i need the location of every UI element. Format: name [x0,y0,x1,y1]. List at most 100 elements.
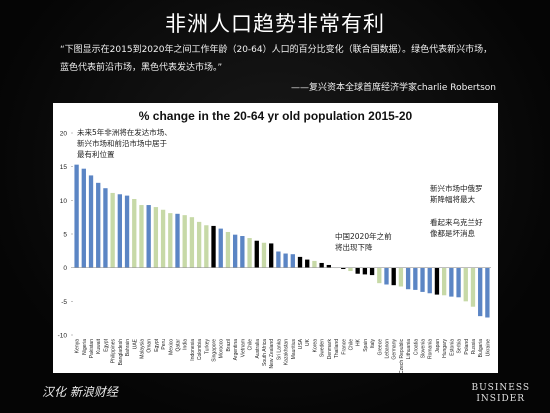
x-tick-label: France [341,339,347,355]
x-tick-label: Mauritius [291,339,297,360]
x-tick-label: Chile [248,339,254,351]
x-tick-label: Serbia [457,339,463,354]
x-tick-label: Czech Republic [399,339,405,373]
logo-line-2: INSIDER [476,394,526,404]
y-tick-label: -10 [58,333,68,340]
bar [470,267,476,307]
x-tick-label: UK [305,338,311,346]
bar [117,194,122,268]
slide-caption: “下图显示在2015到2020年之间工作年龄（20-64）人口的百分比变化（联合… [60,45,493,73]
bar [341,267,346,270]
x-tick-label: New Zealand [269,339,275,369]
x-tick-label: Italy [370,339,376,349]
bar [160,209,166,268]
bar [377,267,382,284]
bar [427,267,432,294]
bar [434,267,440,295]
bar [204,225,209,268]
x-tick-label: Vietnam [240,339,246,357]
x-tick-label: Singapore [212,339,218,362]
bar [110,192,115,268]
x-tick-label: HK [356,338,362,346]
bar [74,164,79,268]
bar [449,267,454,297]
x-tick-label: Turkey [204,339,210,355]
bar [182,215,187,268]
x-tick-label: Korea [312,339,318,353]
x-tick-label: Sri Lanka [276,339,282,360]
bar [247,238,252,268]
bar [420,267,425,292]
x-tick-label: Argentina [233,339,239,361]
y-tick-label: 15 [60,164,68,171]
y-tick-label: -5 [61,299,67,306]
bar [478,267,483,317]
x-tick-label: Malaysia [139,339,145,359]
x-tick-label: Australia [255,339,261,359]
x-tick-label: Croatia [413,339,419,355]
bar [326,264,331,268]
bar [254,240,259,268]
bar [88,175,94,268]
x-tick-label: Pakistan [89,339,95,358]
x-tick-label: Denmark [327,339,333,360]
bar [297,256,303,268]
bar [463,267,468,302]
x-tick-label: Oman [147,339,153,353]
chart-panel: -10 -5 0 5 10 15 20 Kenya Nigeria Pakistan Kuwait E… [53,103,498,373]
x-tick-label: Russia [471,339,477,355]
x-tick-label: Kazakhstan [284,339,290,365]
x-tick-label: Japan [435,339,441,353]
chart-title: % change in the 20-64 yr old population … [138,109,413,123]
x-tick-label: USA [298,338,304,349]
bar [369,267,375,276]
x-tick-label: Ukraine [485,339,491,356]
bar [218,228,223,268]
x-tick-label: Poland [464,339,470,355]
bar [391,267,396,286]
x-tick-label: Greece [377,339,383,356]
footer-credit: 汉化 新浪财经 [42,385,118,399]
bar [355,267,360,274]
bar [319,262,324,268]
logo-line-1: BUSINESS [471,383,530,393]
bar [96,182,101,268]
x-tick-label: Thailand [334,339,340,358]
bar [146,205,151,268]
x-tick-label: Bangladesh [118,339,124,366]
x-tick-label: India [183,339,189,350]
bar [283,253,288,268]
bar [103,188,108,268]
y-tick-label: 20 [60,131,68,138]
annotation-china: 中国2020年之前 将出现下降 [335,232,392,252]
x-tick-label: Estonia [449,339,455,356]
x-tick-label: Nigeria [82,339,88,355]
bar [175,213,180,268]
bar [124,195,130,268]
x-tick-label: Peru [161,339,167,350]
bar [232,234,238,268]
x-tick-label: Indonesia [190,339,196,361]
bar [153,207,159,268]
x-tick-label: Sweden [320,339,326,357]
bar [261,242,267,268]
bar [405,267,411,290]
x-tick-label: Bulgaria [478,339,484,358]
bar [348,267,353,272]
x-tick-label: Egypt [154,338,160,351]
bar [211,225,216,268]
x-tick-label: Lebanon [385,339,391,359]
x-tick-label: Philippines [111,339,117,364]
bar [413,267,418,290]
bar [168,213,173,268]
x-tick-label: Spain [363,339,369,352]
bar [362,267,368,275]
x-tick-label: Kenya [75,339,81,353]
x-tick-label: Lithuania [406,339,412,360]
x-tick-label: Colombia [197,339,203,360]
slide-attribution: ——复兴资本全球首席经济学家charlie Robertson [290,83,496,93]
annotation-africa: 未来5年非洲将在发达市场、 新兴市场和前沿市场中居于 最有利位置 [77,128,172,159]
bar [196,221,202,268]
bar [398,267,404,287]
slide-title: 非洲人口趋势非常有利 [165,12,385,36]
